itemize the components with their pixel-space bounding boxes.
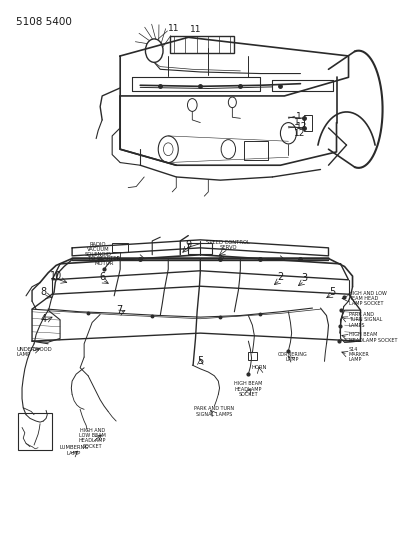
Text: 5: 5 (329, 287, 336, 296)
Text: HIGH AND
LOW BEAM
HEADLAMP
SOCKET: HIGH AND LOW BEAM HEADLAMP SOCKET (78, 427, 106, 449)
Bar (244, 141, 268, 160)
Bar (112, 243, 128, 252)
Text: UNDERWOOD
LAMP: UNDERWOOD LAMP (16, 346, 52, 357)
Text: PARK AND TURN
SIGNAL LAMPS: PARK AND TURN SIGNAL LAMPS (194, 406, 234, 417)
Text: S14
MARKER
LAMP: S14 MARKER LAMP (348, 346, 369, 362)
Text: HIGH BEAM
HEADLAMP SOCKET: HIGH BEAM HEADLAMP SOCKET (348, 332, 397, 343)
Text: PARK AND
TURN SIGNAL
LAMPS: PARK AND TURN SIGNAL LAMPS (348, 312, 382, 328)
Text: HIGH AND LOW
TEAM HEAD
LAMP SOCKET: HIGH AND LOW TEAM HEAD LAMP SOCKET (348, 290, 386, 306)
Text: HORN: HORN (252, 365, 267, 370)
Text: SPEED CONTROL
SERVO: SPEED CONTROL SERVO (206, 240, 250, 251)
Bar (170, 36, 234, 53)
Text: 5: 5 (197, 356, 204, 366)
Text: 5108 5400: 5108 5400 (16, 17, 72, 27)
Text: 11: 11 (190, 25, 202, 34)
Text: 12: 12 (295, 129, 306, 138)
Text: 11: 11 (168, 24, 180, 33)
Text: 6: 6 (99, 272, 105, 282)
Text: 9: 9 (185, 240, 191, 250)
Text: 3: 3 (302, 273, 308, 283)
Text: CORNERING
LAMP: CORNERING LAMP (277, 352, 307, 362)
Text: TO STARTER
MOTOR: TO STARTER MOTOR (88, 256, 120, 266)
Bar (304, 115, 313, 131)
Bar (18, 413, 52, 450)
Text: HIGH BEAM
HEADLAMP
SOCKET: HIGH BEAM HEADLAMP SOCKET (234, 381, 263, 397)
Text: 1: 1 (295, 118, 300, 127)
Text: 10: 10 (50, 271, 62, 281)
Bar (188, 243, 212, 254)
Text: 8: 8 (40, 287, 47, 297)
Bar (248, 352, 257, 360)
Text: LUMBERNG
LAMP: LUMBERNG LAMP (60, 445, 89, 456)
Text: 12: 12 (296, 123, 307, 131)
Text: 2: 2 (277, 272, 284, 282)
Text: RADIO
VACUUM
SOLENOID: RADIO VACUUM SOLENOID (85, 241, 111, 257)
Text: 1: 1 (296, 112, 302, 120)
Text: 7: 7 (116, 305, 122, 315)
Text: 4: 4 (40, 314, 47, 324)
